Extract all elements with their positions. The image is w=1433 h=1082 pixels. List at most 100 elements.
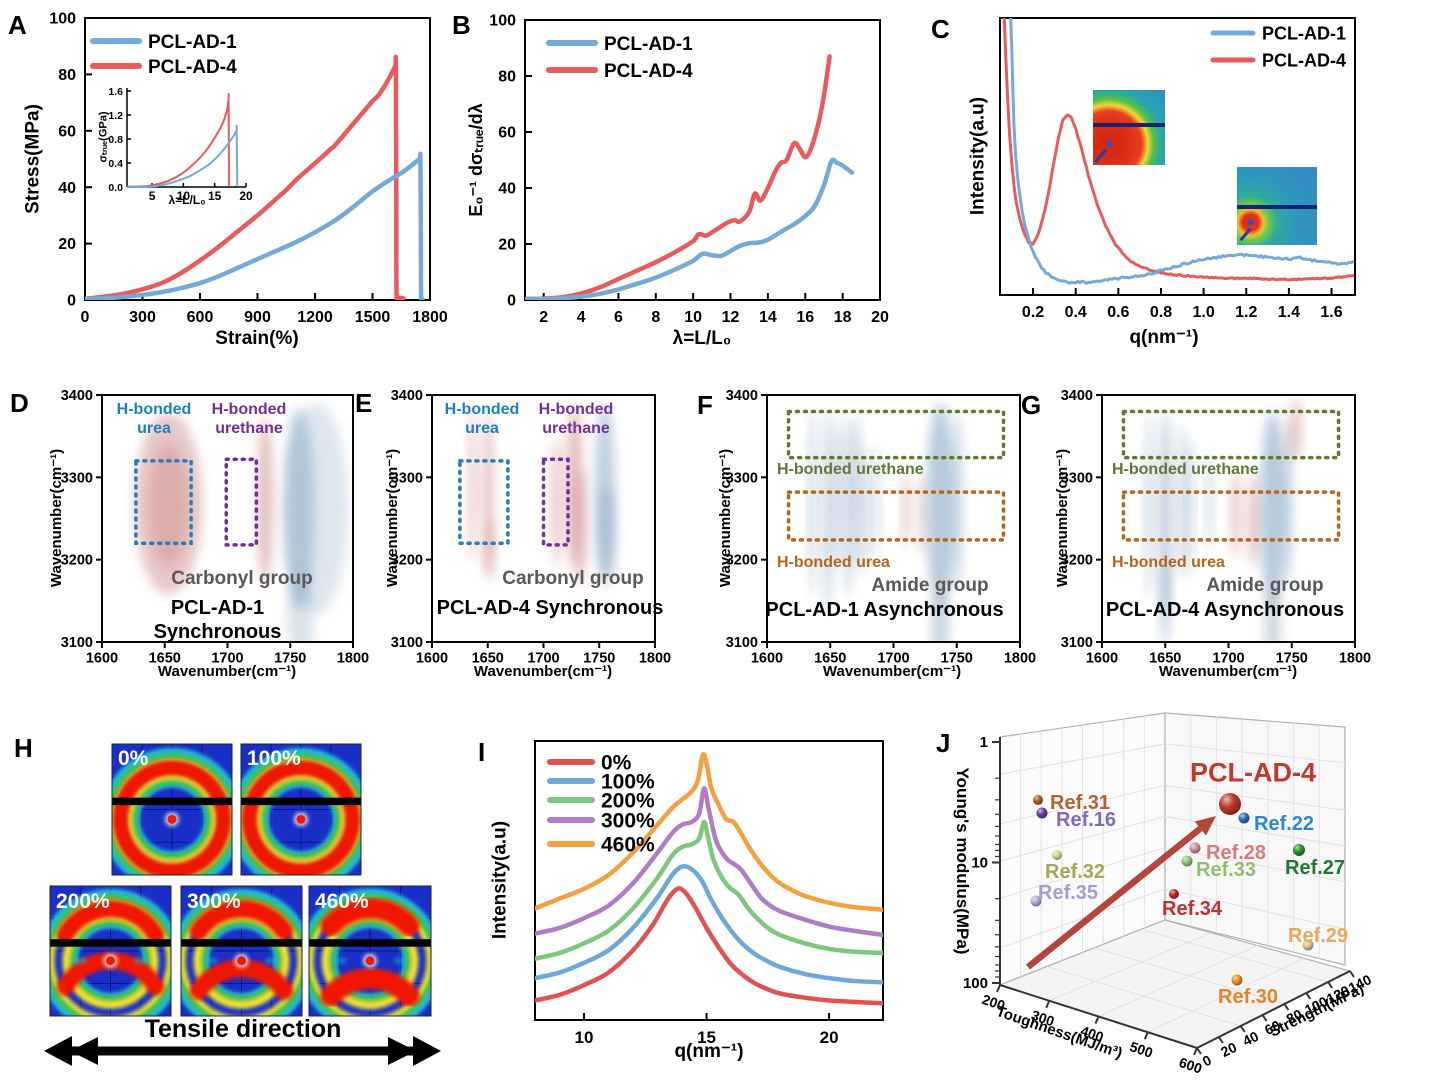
panel-e-caption: PCL-AD-4 Synchronous [436, 597, 664, 619]
panel-g-group-label: Amide group [1206, 575, 1324, 596]
dotted-annotation-box [458, 459, 510, 545]
svg-text:20: 20 [239, 189, 253, 203]
svg-text:0: 0 [81, 309, 90, 326]
svg-text:20: 20 [820, 1028, 839, 1047]
panel-g-caption: PCL-AD-4 Asynchronous [1105, 599, 1345, 621]
svg-text:0.8: 0.8 [108, 134, 123, 146]
scatter-point-Ref.28 [1189, 842, 1201, 854]
scatter-point-Ref.35 [1030, 895, 1042, 907]
panel-f-x-axis-title: Wavenumber(cm⁻¹) [822, 663, 962, 680]
panel-D-plot: 1600 1650 1700 1750 1800 3400 3300 3200 3100 [61, 388, 369, 667]
panel-f-caption: PCL-AD-1 Asynchronous [765, 599, 1004, 621]
series-PCL-AD-4 [525, 54, 832, 300]
series-PCL-AD-1 [85, 151, 425, 300]
legend-label-PCL-AD-1: PCL-AD-1 [148, 32, 237, 53]
panel-a-inset-y-axis-title: σₜᵣᵤₑ(GPa) [97, 111, 110, 163]
svg-text:3300: 3300 [726, 470, 758, 486]
dotted-annotation-box [541, 457, 570, 547]
scatter-label-Ref.27: Ref.27 [1285, 857, 1345, 879]
correlation-blob [573, 469, 587, 588]
panel-d-h-bonded-urea-label: H-bonded urea [116, 401, 192, 438]
legend-B: PCL-AD-1 PCL-AD-4 [546, 34, 693, 82]
scatter-point-Ref.33 [1181, 855, 1193, 867]
svg-text:0: 0 [507, 293, 516, 310]
svg-text:400: 400 [1078, 1022, 1105, 1045]
svg-text:0.8: 0.8 [1150, 304, 1172, 321]
svg-text:0.4: 0.4 [108, 158, 123, 170]
svg-text:4: 4 [577, 309, 586, 326]
panel-A-inset: 5 10 15 20 0.0 0.4 0.8 1.2 1.6 [108, 86, 253, 203]
scatter-point-Ref.34 [1169, 889, 1179, 899]
svg-text:1750: 1750 [274, 651, 306, 667]
scatter-point-Ref.29 [1302, 939, 1314, 951]
panel-f-group-label: Amide group [871, 575, 989, 596]
panel-e-y-axis-title: Wavenumber(cm⁻¹) [384, 448, 401, 588]
series-PCL-AD-4 [85, 54, 406, 300]
svg-text:12: 12 [722, 309, 740, 326]
panel-F-plot: 1600 1650 1700 1750 1800 3400 3300 3200 3100 [726, 388, 1036, 666]
series-PCL-AD-4 [1002, 18, 1355, 282]
series-460% [535, 752, 883, 913]
svg-text:3100: 3100 [1061, 635, 1093, 651]
correlation-blob [1248, 474, 1260, 567]
panel-g-y-axis-title: Wavenumber(cm⁻¹) [1054, 448, 1071, 588]
svg-text:3300: 3300 [61, 470, 93, 486]
dotted-annotation-box [134, 459, 193, 545]
correlation-blob [1205, 452, 1214, 552]
svg-text:1600: 1600 [751, 651, 783, 667]
svg-text:10: 10 [575, 1028, 594, 1047]
trend-arrow [1025, 825, 1203, 970]
panel-g-h-bonded-urethane-label: H-bonded urethane [1112, 461, 1259, 478]
panel-g-letter: G [1021, 390, 1042, 420]
legend-C: PCL-AD-1 PCL-AD-4 [1210, 23, 1346, 70]
svg-text:15: 15 [697, 1028, 716, 1047]
scatter-label-PCL-AD-4: PCL-AD-4 [1190, 758, 1316, 788]
panel-d-caption: PCL-AD-1 Synchronous [153, 597, 282, 643]
svg-text:20: 20 [871, 309, 889, 326]
svg-text:18: 18 [834, 309, 852, 326]
svg-text:10: 10 [177, 189, 191, 203]
panel-d-x-axis-title: Wavenumber(cm⁻¹) [157, 663, 297, 680]
dotted-annotation-box [786, 490, 1006, 542]
series-100% [535, 864, 883, 985]
svg-text:1500: 1500 [355, 309, 391, 326]
svg-text:16: 16 [796, 309, 814, 326]
correlation-blob [287, 567, 313, 642]
series-200% [535, 819, 883, 961]
svg-text:1650: 1650 [149, 651, 181, 667]
svg-text:1750: 1750 [1276, 651, 1308, 667]
svg-text:0.0: 0.0 [108, 182, 123, 194]
svg-text:1.2: 1.2 [1235, 304, 1257, 321]
panel-d-letter: D [10, 388, 29, 418]
correlation-blob [1158, 411, 1172, 618]
svg-text:10: 10 [684, 309, 702, 326]
correlation-blob [1280, 419, 1294, 585]
scatter-point-Ref.27 [1293, 844, 1305, 856]
svg-text:1600: 1600 [416, 651, 448, 667]
correlation-blob [871, 444, 880, 560]
svg-text:1.0: 1.0 [1192, 304, 1214, 321]
svg-text:0: 0 [67, 293, 76, 310]
svg-text:3200: 3200 [1061, 553, 1093, 569]
svg-text:0.2: 0.2 [1022, 304, 1044, 321]
panel-f-h-bonded-urea-label: H-bonded urea [777, 554, 890, 571]
series-0% [535, 886, 883, 1006]
svg-text:10: 10 [971, 855, 988, 872]
legend-label-0%: 0% [601, 752, 632, 775]
series-PCL-AD-1 [1009, 18, 1355, 285]
correlation-blob [842, 415, 854, 597]
svg-text:1750: 1750 [941, 651, 973, 667]
correlation-blob [1260, 411, 1286, 610]
svg-text:3200: 3200 [391, 553, 423, 569]
svg-text:1.6: 1.6 [1320, 304, 1342, 321]
legend-label-100%: 100% [601, 771, 655, 794]
svg-text:60: 60 [58, 123, 76, 140]
waxs-strain-label-300: 300% [187, 890, 241, 913]
correlation-blob [1289, 398, 1302, 461]
svg-text:1750: 1750 [583, 651, 615, 667]
panel-I-plot: 10 15 20 [534, 740, 884, 1047]
scatter-label-Ref.28: Ref.28 [1206, 842, 1266, 864]
svg-text:2: 2 [539, 309, 548, 326]
